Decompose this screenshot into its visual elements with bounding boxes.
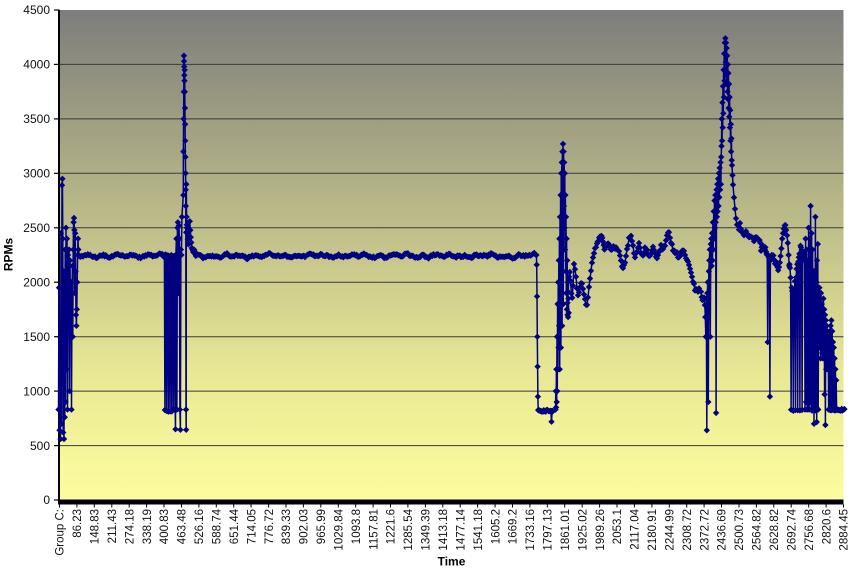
svg-text:3000: 3000 (23, 167, 50, 181)
svg-text:2244.99: 2244.99 (665, 509, 677, 551)
svg-text:1541.18: 1541.18 (473, 509, 485, 551)
svg-text:526.16: 526.16 (194, 509, 206, 544)
svg-text:1797.13: 1797.13 (543, 509, 555, 551)
svg-text:1861.01: 1861.01 (560, 509, 572, 551)
svg-text:4000: 4000 (23, 58, 50, 72)
svg-text:400.83: 400.83 (159, 509, 171, 544)
svg-text:2692.74: 2692.74 (786, 508, 798, 550)
svg-text:1093.8: 1093.8 (351, 509, 363, 544)
svg-text:4500: 4500 (23, 3, 50, 17)
svg-text:2500.73: 2500.73 (734, 509, 746, 551)
svg-text:1029.84: 1029.84 (334, 508, 346, 550)
svg-text:1605.2: 1605.2 (490, 509, 502, 544)
svg-text:2053.1: 2053.1 (612, 509, 624, 544)
svg-text:Group C:: Group C: (55, 509, 67, 556)
svg-text:463.48: 463.48 (177, 509, 189, 544)
svg-text:588.74: 588.74 (212, 508, 224, 544)
svg-text:651.44: 651.44 (229, 508, 241, 544)
svg-text:776.72: 776.72 (264, 509, 276, 544)
svg-text:Time: Time (438, 555, 466, 569)
svg-text:902.03: 902.03 (299, 509, 311, 544)
svg-text:1349.39: 1349.39 (421, 509, 433, 551)
svg-text:1925.02: 1925.02 (577, 509, 589, 551)
svg-text:1285.54: 1285.54 (403, 508, 415, 550)
svg-text:1221.6: 1221.6 (386, 509, 398, 544)
svg-text:2628.82: 2628.82 (769, 509, 781, 551)
svg-text:86.23: 86.23 (72, 509, 84, 538)
svg-text:RPMs: RPMs (2, 238, 16, 272)
svg-text:2372.72: 2372.72 (699, 509, 711, 551)
svg-text:1477.14: 1477.14 (455, 508, 467, 550)
svg-text:0: 0 (43, 493, 50, 507)
svg-text:2756.68: 2756.68 (804, 509, 816, 551)
svg-text:2884.45: 2884.45 (839, 509, 851, 551)
svg-text:211.43: 211.43 (107, 509, 119, 543)
svg-text:338.19: 338.19 (142, 509, 154, 544)
svg-text:1413.18: 1413.18 (438, 509, 450, 551)
svg-text:1500: 1500 (23, 330, 50, 344)
svg-text:2308.72: 2308.72 (682, 509, 694, 551)
svg-text:1157.81: 1157.81 (368, 509, 380, 550)
svg-text:3500: 3500 (23, 112, 50, 126)
svg-text:2500: 2500 (23, 221, 50, 235)
svg-text:2436.69: 2436.69 (717, 509, 729, 551)
svg-text:2564.82: 2564.82 (752, 509, 764, 551)
svg-text:274.18: 274.18 (124, 509, 136, 544)
svg-text:2820.6: 2820.6 (821, 509, 833, 544)
svg-text:1000: 1000 (23, 384, 50, 398)
svg-text:714.05: 714.05 (246, 509, 258, 544)
svg-text:500: 500 (30, 439, 50, 453)
svg-text:148.83: 148.83 (90, 509, 102, 544)
svg-text:2180.91: 2180.91 (647, 509, 659, 551)
svg-text:2117.04: 2117.04 (630, 508, 642, 549)
svg-text:1669.2: 1669.2 (508, 509, 520, 544)
svg-text:2000: 2000 (23, 275, 50, 289)
svg-text:1989.26: 1989.26 (595, 509, 607, 551)
svg-text:1733.16: 1733.16 (525, 509, 537, 551)
svg-text:965.99: 965.99 (316, 509, 328, 544)
svg-text:839.33: 839.33 (281, 509, 293, 544)
